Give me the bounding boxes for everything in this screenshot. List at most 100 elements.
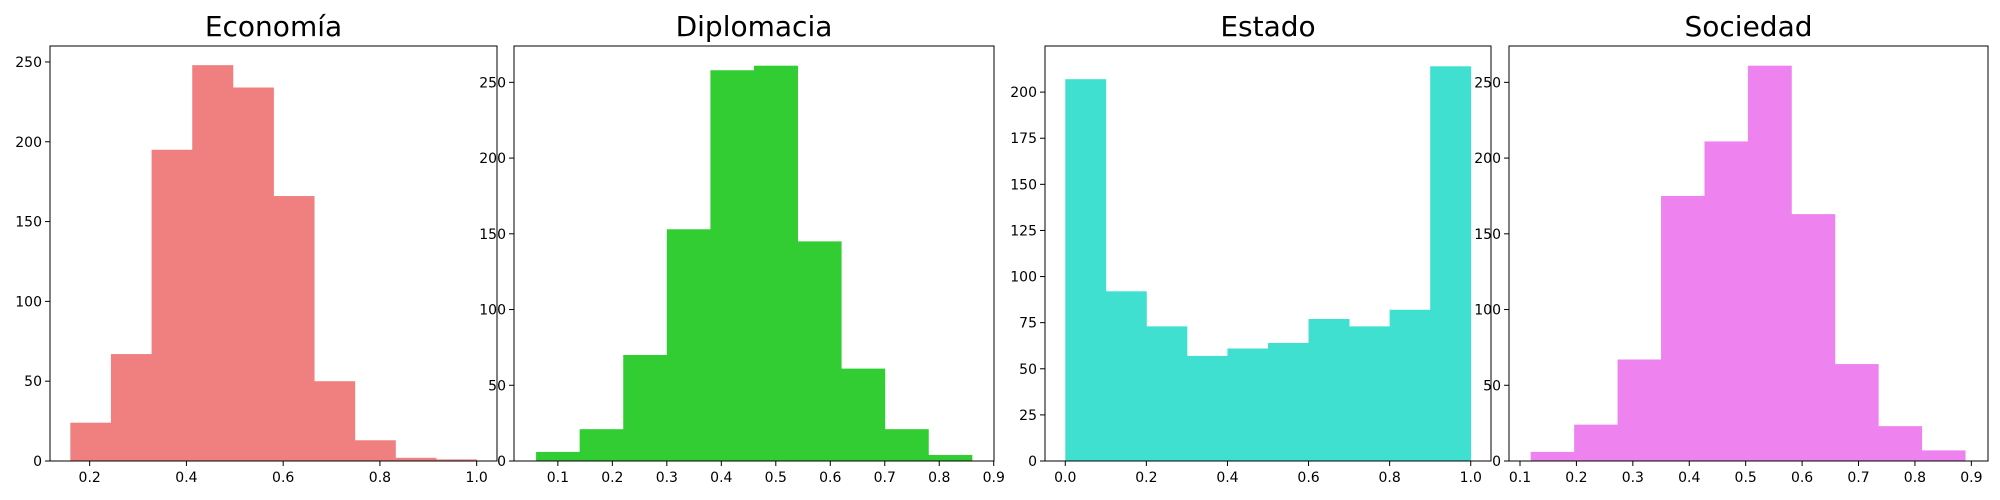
y-tick-label: 0 <box>33 454 42 470</box>
histogram-bar <box>1617 359 1662 461</box>
histogram-bar <box>1704 141 1749 462</box>
histogram-bar <box>928 454 973 461</box>
y-tick-label: 150 <box>15 215 42 231</box>
x-tick-label: 0.9 <box>983 470 1005 486</box>
histogram-bar <box>395 457 437 461</box>
chart-panel: 0.1 0.2 0.3 0.4 0.5 0.6 0.7 0.8 0.9 0 50 100 150 200 2… <box>479 10 1005 486</box>
x-tick-label: 0.5 <box>1735 470 1757 486</box>
y-tick-label: 50 <box>488 378 506 394</box>
histogram-bar <box>1834 364 1879 461</box>
y-tick-label: 100 <box>1474 303 1501 319</box>
y-tick-label: 200 <box>1474 151 1501 167</box>
y-tick-label: 200 <box>1010 85 1037 101</box>
histogram-bar <box>1268 342 1309 461</box>
histogram-bar <box>192 65 234 462</box>
x-tick-label: 0.7 <box>874 470 896 486</box>
x-tick-label: 0.9 <box>1960 470 1982 486</box>
y-tick-label: 0 <box>1492 454 1501 470</box>
chart-title: Estado <box>1220 10 1315 43</box>
histogram-bar <box>1878 426 1923 461</box>
x-tick-label: 1.0 <box>466 470 488 486</box>
x-tick-label: 0.1 <box>1509 470 1531 486</box>
histogram-bar <box>1105 291 1147 461</box>
x-tick-label: 0.8 <box>369 470 391 486</box>
histogram-bar <box>1186 355 1228 461</box>
y-tick-label: 250 <box>1474 75 1501 91</box>
y-tick-label: 50 <box>1483 378 1501 394</box>
histogram-bar <box>754 65 798 461</box>
histogram-bar <box>1791 214 1836 461</box>
y-tick-label: 25 <box>1019 408 1037 424</box>
x-tick-label: 0.4 <box>1216 470 1238 486</box>
y-tick-label: 100 <box>1010 270 1037 286</box>
x-tick-label: 0.6 <box>819 470 841 486</box>
axes-frame <box>513 45 995 462</box>
x-tick-label: 0.2 <box>79 470 101 486</box>
histogram-bar <box>1747 65 1792 461</box>
histogram-bar <box>314 381 356 461</box>
histogram-bar <box>1430 66 1472 461</box>
axes-frame <box>49 45 498 462</box>
histogram-bar <box>354 440 396 461</box>
y-tick-label: 150 <box>479 227 506 243</box>
x-tick-label: 0.2 <box>601 470 623 486</box>
chart-panel: 0.1 0.2 0.3 0.4 0.5 0.6 0.7 0.8 0.9 0 50 100 150 200 2… <box>1474 10 1989 486</box>
histogram-bar <box>841 368 886 461</box>
histogram-bar <box>884 429 929 461</box>
y-tick-label: 100 <box>15 294 42 310</box>
x-tick-label: 0.2 <box>1565 470 1587 486</box>
chart-title: Diplomacia <box>676 10 833 43</box>
chart-panel: 0.2 0.4 0.6 0.8 1.0 0 50 100 150 200 250 Economía <box>15 10 498 486</box>
histogram-bar <box>710 70 755 461</box>
histogram-bar <box>70 422 112 461</box>
x-tick-label: 0.4 <box>710 470 732 486</box>
y-tick-label: 200 <box>15 135 42 151</box>
x-tick-label: 0.8 <box>1904 470 1926 486</box>
y-tick-label: 0 <box>497 454 506 470</box>
histogram-bar <box>273 196 315 462</box>
y-tick-label: 250 <box>479 75 506 91</box>
axes-frame <box>1508 45 1989 462</box>
histogram-bar <box>1065 79 1107 461</box>
histogram-bar <box>666 229 711 461</box>
histogram-bar <box>1574 424 1618 461</box>
x-tick-label: 0.4 <box>1678 470 1700 486</box>
y-tick-label: 50 <box>1019 362 1037 378</box>
x-tick-label: 0.5 <box>765 470 787 486</box>
histogram-bar <box>1389 309 1431 461</box>
x-tick-label: 0.1 <box>547 470 569 486</box>
histogram-bar <box>1349 326 1391 461</box>
y-tick-label: 50 <box>24 374 42 390</box>
y-tick-label: 250 <box>15 55 42 71</box>
y-tick-label: 150 <box>1474 227 1501 243</box>
axes-frame <box>1044 45 1492 462</box>
histogram-bar <box>1661 195 1705 461</box>
x-tick-label: 0.2 <box>1135 470 1157 486</box>
x-tick-label: 0.3 <box>1622 470 1644 486</box>
x-tick-label: 0.6 <box>1297 470 1319 486</box>
chart-title: Economía <box>205 10 342 43</box>
histogram-bar <box>151 149 193 461</box>
x-tick-label: 0.7 <box>1847 470 1869 486</box>
x-tick-label: 0.8 <box>1379 470 1401 486</box>
histogram-bar <box>1530 451 1575 461</box>
histogram-bar <box>1227 348 1269 461</box>
y-tick-label: 150 <box>1010 177 1037 193</box>
chart-panel: 0.0 0.2 0.4 0.6 0.8 1.0 0 25 50 75 100 125 150 175 200… <box>1010 10 1492 486</box>
histogram-bar <box>436 459 478 461</box>
histogram-bar <box>1921 450 1966 461</box>
y-tick-label: 0 <box>1028 454 1037 470</box>
y-tick-label: 75 <box>1019 316 1037 332</box>
y-tick-label: 100 <box>479 303 506 319</box>
histogram-bar <box>1146 326 1188 461</box>
histogram-bar <box>1308 318 1350 461</box>
x-tick-label: 0.6 <box>1791 470 1813 486</box>
y-tick-label: 125 <box>1010 223 1037 239</box>
x-tick-label: 0.8 <box>928 470 950 486</box>
x-tick-label: 1.0 <box>1460 470 1482 486</box>
y-tick-label: 200 <box>479 151 506 167</box>
histogram-bar <box>579 429 624 461</box>
histogram-bar <box>232 87 274 461</box>
histogram-bar <box>797 241 842 461</box>
histogram-bar <box>536 451 581 461</box>
